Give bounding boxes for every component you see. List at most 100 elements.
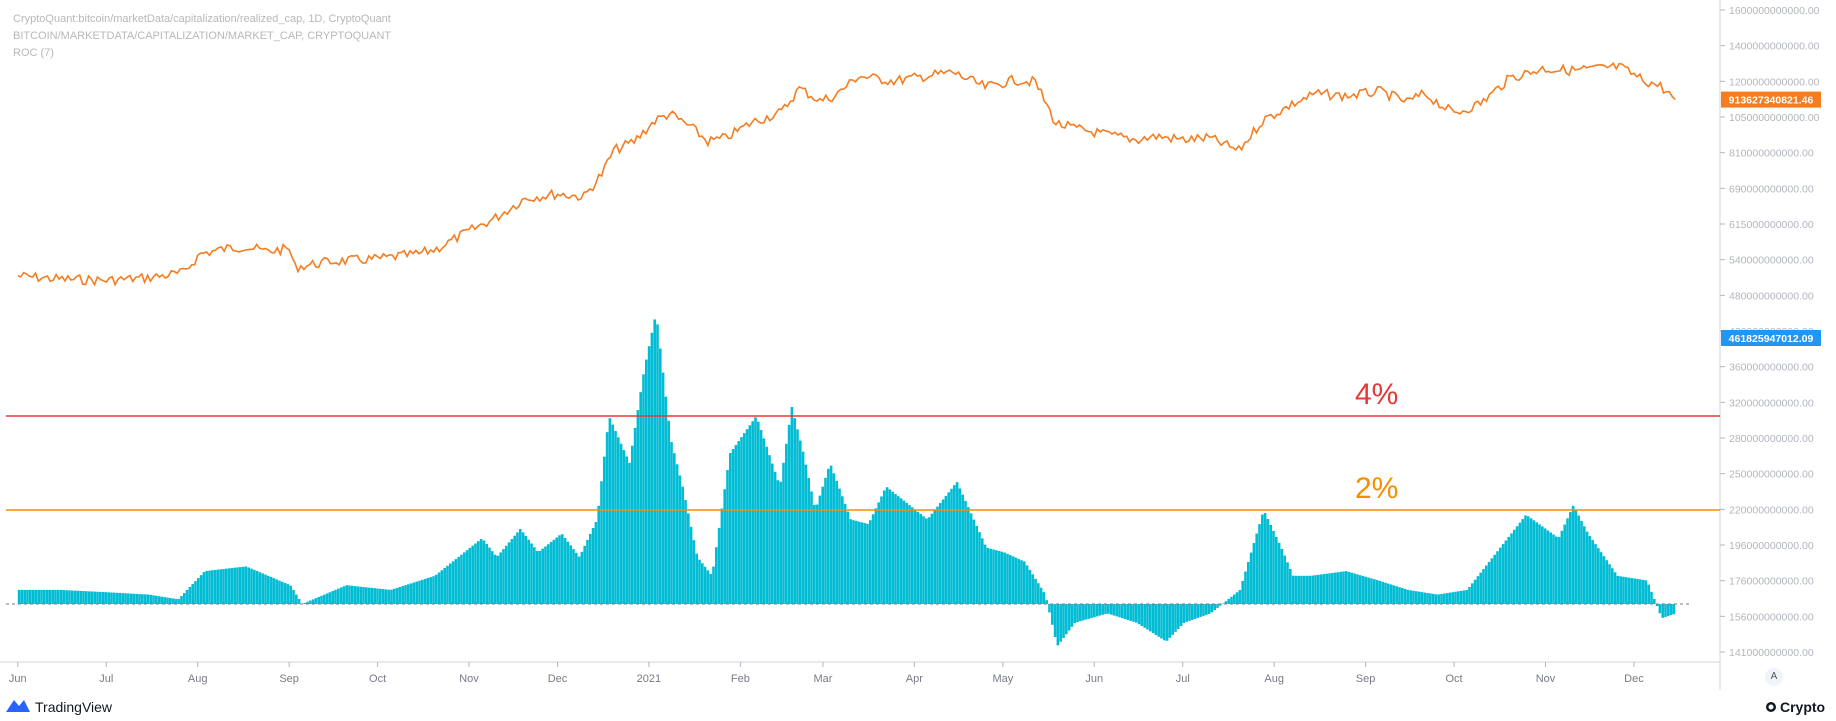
roc-bar [1529,518,1533,604]
roc-bar [1174,604,1177,632]
roc-bar [1493,554,1496,604]
roc-bar [1176,604,1180,629]
roc-bar [1190,604,1194,620]
roc-bar [1473,579,1477,604]
roc-bar [345,585,348,604]
roc-bar [1350,572,1354,604]
time-axis: Jun Jul Aug Sep Oct Nov Dec 2021 Feb Mar Apr May Jun… [9,662,1644,685]
price-axis-label: 156000000000.00 [1729,611,1814,623]
roc-bar [614,430,617,604]
roc-bar [244,566,248,604]
roc-bar [1232,594,1236,604]
roc-bar [202,572,206,604]
roc-bar [23,589,26,604]
roc-bar [387,589,390,604]
roc-bar [275,579,278,604]
roc-bar [1249,552,1253,604]
roc-bar [1445,593,1449,604]
roc-bar [936,506,939,604]
roc-bar [807,478,810,604]
roc-bar [1199,604,1202,617]
roc-bar [376,588,379,604]
roc-bar [1389,584,1393,604]
roc-bar [258,572,262,604]
time-axis-label: Jun [1085,673,1103,685]
roc-bar [1000,551,1004,604]
roc-bar [720,508,724,604]
roc-bar [418,580,421,604]
roc-bar [768,455,771,604]
roc-bar [1185,604,1188,622]
roc-bar [1372,579,1376,604]
roc-bar [1308,575,1312,604]
roc-bar [1302,575,1306,604]
roc-bar [1179,604,1183,626]
roc-bar [1386,583,1390,604]
roc-bar [448,563,452,604]
roc-bar [1552,534,1555,604]
roc-bar [236,567,239,604]
roc-bar [930,513,934,604]
price-axis-label: 1200000000000.00 [1729,76,1820,88]
price-axis-label: 810000000000.00 [1729,148,1814,160]
roc-bar [292,590,295,604]
roc-bar [600,481,603,604]
roc-bar [1630,578,1634,604]
roc-bar [303,602,306,604]
roc-bar [474,543,477,604]
roc-bar [1613,572,1617,604]
roc-bar [149,594,152,604]
roc-bar [1238,590,1242,604]
roc-bar [423,578,427,604]
time-axis-label: Mar [813,673,832,685]
roc-bar [1358,575,1362,604]
auto-scale-button[interactable]: A [1765,668,1783,686]
roc-bar [1134,604,1138,623]
tradingview-brand[interactable]: TradingView [35,699,113,715]
roc-bar [849,519,852,604]
cryptoquant-brand: Crypto [1780,699,1826,715]
roc-bar [703,566,707,604]
roc-bar [328,592,332,604]
roc-bar [84,591,88,604]
roc-bar [1202,604,1205,616]
roc-bar [1162,604,1166,641]
roc-bar [280,581,284,604]
roc-bar [1095,604,1099,617]
roc-bar [798,440,802,604]
roc-bar [530,543,533,604]
roc-bar [434,574,438,604]
roc-bar [485,544,488,604]
roc-bar [409,583,413,604]
roc-bar [1574,510,1578,604]
roc-bar [1557,537,1561,604]
roc-bar [773,471,777,604]
roc-bar [1510,533,1513,604]
roc-bar [658,348,662,604]
roc-bar [1568,512,1572,604]
price-axis-label: 480000000000.00 [1729,290,1814,302]
roc-bar [1157,604,1160,637]
roc-bar [406,584,410,604]
roc-bar [1420,592,1424,604]
roc-bar [1392,585,1396,604]
roc-bar [1087,604,1090,619]
roc-bar [1078,604,1082,622]
roc-bar [283,582,287,604]
roc-bar [566,541,570,604]
roc-bar [1277,542,1281,604]
roc-bar [1454,591,1457,604]
roc-bar [877,502,880,604]
roc-bar [1073,604,1076,624]
roc-bar [104,592,108,604]
roc-bar [681,486,684,604]
roc-bar [1053,604,1057,637]
roc-bar [1482,569,1485,604]
roc-bar [1496,551,1499,604]
roc-bar [45,589,49,604]
roc-bar [608,418,612,604]
time-axis-label: Dec [548,673,568,685]
roc-bar [1193,604,1197,619]
roc-bar [336,588,340,604]
roc-bar [1070,604,1074,627]
